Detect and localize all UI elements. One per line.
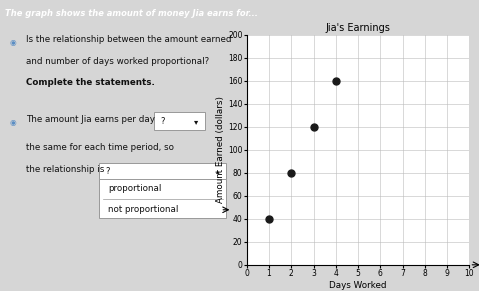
Point	[287, 171, 295, 175]
Text: ▴: ▴	[216, 169, 219, 175]
Text: Is the relationship between the amount earned: Is the relationship between the amount e…	[26, 36, 232, 45]
Y-axis label: Amount Earned (dollars): Amount Earned (dollars)	[216, 96, 225, 203]
Text: ◉: ◉	[10, 38, 16, 47]
Point	[309, 125, 317, 129]
X-axis label: Days Worked: Days Worked	[329, 281, 387, 290]
Text: the same for each time period, so: the same for each time period, so	[26, 143, 174, 152]
Text: The amount Jia earns per day: The amount Jia earns per day	[26, 115, 155, 124]
Text: proportional: proportional	[108, 184, 161, 193]
Point	[332, 79, 340, 83]
Text: The graph shows the amount of money Jia earns for...: The graph shows the amount of money Jia …	[5, 9, 258, 18]
Text: ▾: ▾	[194, 117, 198, 126]
Text: not proportional: not proportional	[108, 205, 178, 214]
Text: and number of days worked proportional?: and number of days worked proportional?	[26, 57, 210, 66]
Text: ?: ?	[105, 168, 110, 176]
Point	[265, 217, 273, 221]
FancyBboxPatch shape	[154, 112, 205, 130]
FancyBboxPatch shape	[100, 179, 226, 218]
Text: Complete the statements.: Complete the statements.	[26, 78, 155, 87]
Text: the relationship is: the relationship is	[26, 165, 105, 174]
FancyBboxPatch shape	[100, 163, 226, 181]
Text: ?: ?	[160, 117, 165, 126]
Title: Jia's Earnings: Jia's Earnings	[326, 23, 390, 33]
Text: ◉: ◉	[10, 118, 16, 127]
